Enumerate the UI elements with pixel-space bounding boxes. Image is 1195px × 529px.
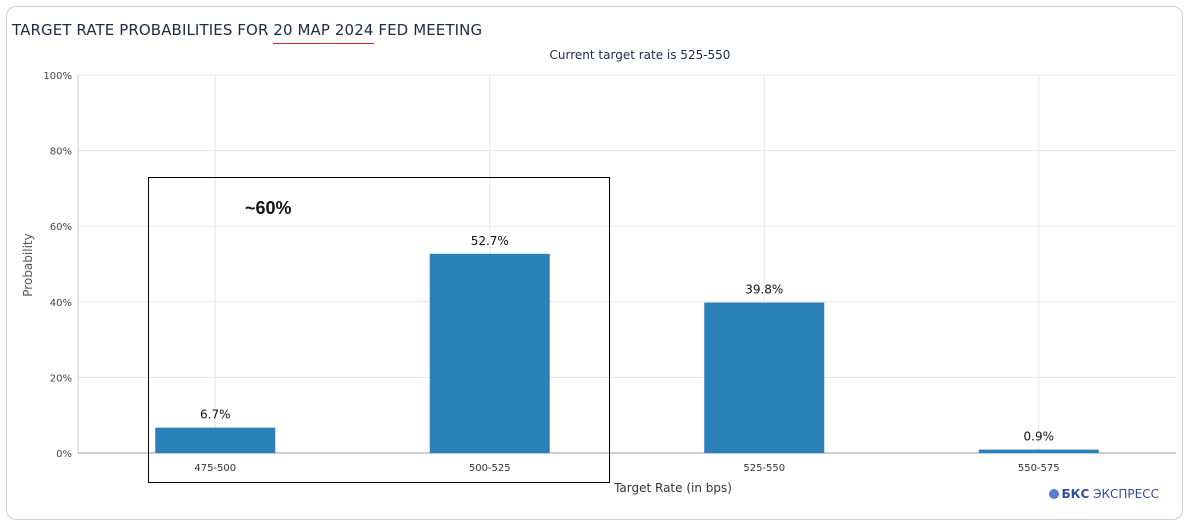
brand-dot-icon [1048, 489, 1059, 499]
annotation-text: ~60% [245, 198, 292, 218]
data-label: 52.7% [471, 234, 509, 248]
x-tick-label: 525-550 [743, 463, 785, 474]
data-label: 6.7% [200, 408, 231, 422]
brand-suffix: ЭКСПРЕСС [1089, 487, 1159, 501]
x-axis-label: Target Rate (in bps) [614, 481, 732, 495]
x-tick-label: 475-500 [194, 463, 236, 474]
x-tick-label: 550-575 [1018, 463, 1060, 474]
bar [429, 253, 550, 453]
brand-logo: БКС ЭКСПРЕСС [1048, 487, 1159, 501]
x-tick-label: 500-525 [469, 463, 511, 474]
y-tick-label: 20% [50, 373, 72, 384]
y-tick-label: 60% [50, 222, 72, 233]
y-tick-label: 100% [43, 71, 72, 82]
chart-subtitle: Current target rate is 525-550 [549, 48, 731, 62]
bar [704, 302, 825, 453]
title-suffix: FED MEETING [373, 21, 483, 39]
bar [978, 449, 1099, 453]
data-label: 0.9% [1024, 430, 1055, 444]
title-prefix: TARGET RATE PROBABILITIES FOR [12, 21, 274, 39]
brand-name: БКС [1061, 487, 1090, 501]
y-tick-label: 80% [50, 147, 72, 158]
chart-title: TARGET RATE PROBABILITIES FOR 20 МАР 202… [12, 21, 482, 39]
title-date: 20 МАР 2024 [273, 21, 374, 39]
annotation-box [148, 177, 610, 483]
data-label: 39.8% [745, 283, 783, 297]
y-tick-label: 0% [56, 449, 72, 460]
y-tick-label: 40% [50, 298, 72, 309]
bar [155, 427, 276, 453]
